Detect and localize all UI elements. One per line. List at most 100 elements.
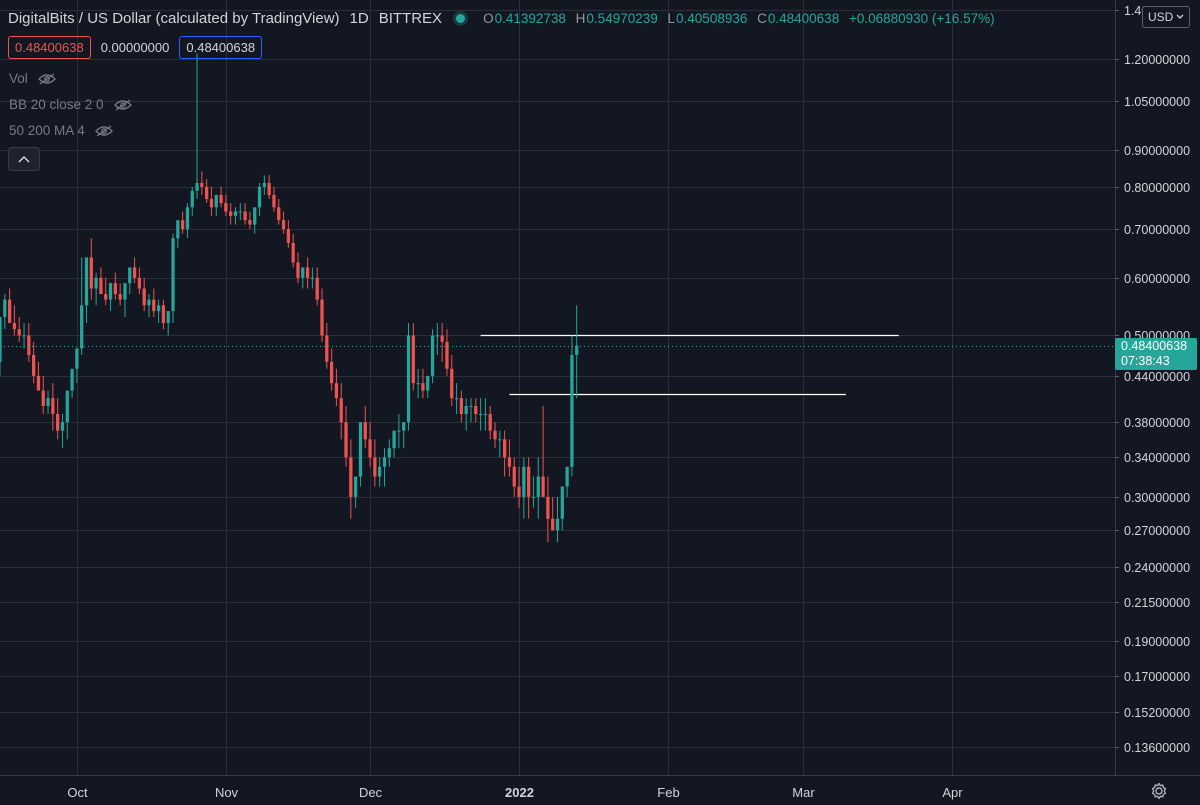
buy-price-box[interactable]: 0.48400638 <box>179 36 263 59</box>
candle-body <box>104 294 108 300</box>
candle-body <box>219 194 223 204</box>
candle-body <box>536 476 540 497</box>
candle-body <box>522 466 526 497</box>
candle-body <box>238 211 242 213</box>
candle-body <box>406 335 411 423</box>
candle-body <box>368 439 372 458</box>
candle-body <box>195 182 199 191</box>
candle-body <box>435 335 439 337</box>
candle-body <box>142 288 146 306</box>
eye-hidden-icon[interactable] <box>94 124 113 137</box>
indicator-volume[interactable]: Vol <box>9 71 56 86</box>
candle-body <box>325 335 329 362</box>
candle-body <box>22 335 26 337</box>
candle-body <box>546 496 550 519</box>
indicator-moving-averages[interactable]: 50 200 MA 4 <box>9 123 113 138</box>
candle-body <box>147 299 151 306</box>
candle-body <box>171 238 175 312</box>
candle-body <box>36 375 41 391</box>
drawn-horizontal-lines[interactable] <box>480 334 899 396</box>
candle-body <box>450 368 454 399</box>
candle-body <box>531 496 536 498</box>
y-axis-tick-label: 0.80000000 <box>1124 181 1190 195</box>
candle-body <box>320 299 324 336</box>
eye-hidden-icon[interactable] <box>37 72 56 85</box>
candle-body <box>99 277 103 295</box>
candle-body <box>80 305 84 349</box>
candle-body <box>243 211 247 221</box>
candle-body <box>378 466 382 477</box>
candle-body <box>108 283 113 300</box>
candle-body <box>512 466 516 487</box>
close-label: C <box>757 10 767 26</box>
candle-body <box>267 182 271 195</box>
candle-body <box>373 457 377 477</box>
bar-countdown: 07:38:43 <box>1121 354 1170 368</box>
currency-select-button[interactable]: USD <box>1142 6 1191 28</box>
candle-body <box>7 299 12 324</box>
candle-body <box>70 368 74 391</box>
candle-body <box>421 383 425 391</box>
high-label: H <box>575 10 586 26</box>
y-axis-tick-label: 0.70000000 <box>1124 223 1190 237</box>
currency-label: USD <box>1148 10 1174 24</box>
x-axis-tick-label: Nov <box>215 785 239 800</box>
candle-body <box>56 413 60 431</box>
candle-body <box>46 398 50 406</box>
candle-body <box>75 348 79 369</box>
last-price-tag: 0.48400638 07:38:43 <box>1115 338 1197 370</box>
candle-body <box>440 335 444 342</box>
sell-price-box[interactable]: 0.48400638 <box>8 36 91 59</box>
candle-body <box>483 413 488 415</box>
candle-body <box>214 194 218 208</box>
symbol-title[interactable]: DigitalBits / US Dollar (calculated by T… <box>8 9 340 27</box>
x-axis-tick-label: 2022 <box>505 785 534 800</box>
x-axis-tick-label: Feb <box>657 785 679 800</box>
candle-body <box>334 383 339 399</box>
candle-body <box>12 323 17 330</box>
eye-hidden-icon[interactable] <box>113 98 132 111</box>
candle-body <box>498 439 502 441</box>
time-axis[interactable]: Oct Nov Dec 2022 Feb Mar Apr <box>0 775 1200 801</box>
candle-body <box>296 262 300 278</box>
y-axis-tick-label: 0.15200000 <box>1124 706 1190 720</box>
settings-gear-icon[interactable] <box>1150 782 1168 800</box>
y-axis-tick-label: 0.38000000 <box>1124 416 1190 430</box>
candle-body <box>190 190 194 208</box>
open-label: O <box>483 10 494 26</box>
candle-body <box>180 220 185 230</box>
price-axis[interactable]: 1.400000001.200000001.050000000.90000000… <box>1115 0 1200 805</box>
candle-body <box>541 476 545 497</box>
candle-body <box>459 398 464 414</box>
indicator-bollinger-bands[interactable]: BB 20 close 2 0 <box>9 97 132 112</box>
candle-body <box>0 317 2 362</box>
candle-body <box>363 422 367 440</box>
candle-body <box>51 398 55 414</box>
candle-body <box>233 211 238 216</box>
candle-body <box>41 390 45 406</box>
candle-body <box>166 311 170 324</box>
candle-body <box>560 486 564 519</box>
open-value: 0.41392738 <box>494 10 566 26</box>
candle-body <box>474 405 478 414</box>
chevron-up-icon <box>18 155 30 163</box>
candle-body <box>161 305 166 324</box>
candle-body <box>310 277 315 279</box>
candle-body <box>575 345 579 356</box>
spread-value: 0.00000000 <box>100 40 170 55</box>
candle-body <box>286 229 290 243</box>
candle-body <box>469 405 473 407</box>
candle-body <box>411 335 415 384</box>
interval-label[interactable]: 1D <box>349 9 369 27</box>
y-axis-tick-label: 0.21500000 <box>1124 596 1190 610</box>
candle-body <box>301 267 305 278</box>
candle-body <box>551 518 555 531</box>
x-axis-tick-label: Apr <box>942 785 963 800</box>
exchange-label: BITTREX <box>378 9 443 27</box>
candle-body <box>152 299 156 312</box>
y-axis-tick-label: 1.20000000 <box>1124 53 1190 67</box>
candle-body <box>305 267 310 278</box>
collapse-legend-button[interactable] <box>8 147 40 171</box>
candle-body <box>527 466 531 497</box>
